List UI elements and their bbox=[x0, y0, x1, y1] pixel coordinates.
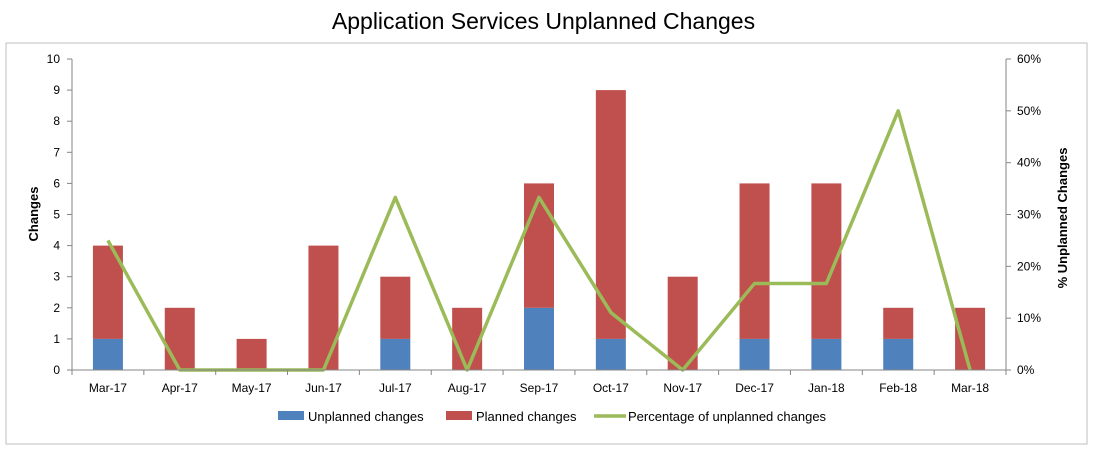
planned-bar bbox=[739, 183, 770, 339]
planned-bar bbox=[955, 307, 986, 370]
y2-tick-label: 0% bbox=[1017, 363, 1035, 377]
planned-bar bbox=[452, 307, 483, 370]
y-tick-label: 9 bbox=[53, 83, 60, 97]
x-tick-label: Feb-18 bbox=[879, 381, 917, 395]
unplanned-bar bbox=[883, 338, 914, 370]
x-tick-label: Aug-17 bbox=[448, 381, 487, 395]
y2-tick-label: 50% bbox=[1017, 104, 1041, 118]
y-tick-label: 2 bbox=[53, 301, 60, 315]
x-tick-label: Apr-17 bbox=[162, 381, 198, 395]
unplanned-bar bbox=[811, 338, 842, 370]
legend-item: Percentage of unplanned changes bbox=[594, 409, 827, 424]
x-axis-ticks: Mar-17 Apr-17 May-17 Jun-17 Jul-17 Aug-17 Sep-… bbox=[71, 370, 1007, 395]
y2-tick-label: 60% bbox=[1017, 52, 1041, 66]
y2-tick-label: 40% bbox=[1017, 156, 1041, 170]
unplanned-bar bbox=[380, 338, 411, 370]
legend-label: Unplanned changes bbox=[308, 409, 424, 424]
legend-item: Planned changes bbox=[446, 409, 577, 424]
unplanned-bar bbox=[739, 338, 770, 370]
legend: Unplanned changes Planned changes Percenta… bbox=[278, 409, 827, 424]
y-tick-label: 1 bbox=[53, 332, 60, 346]
y2-tick-label: 20% bbox=[1017, 259, 1041, 273]
unplanned-bar bbox=[92, 338, 123, 370]
x-tick-label: Jul-17 bbox=[379, 381, 412, 395]
chart-title: Application Services Unplanned Changes bbox=[331, 8, 756, 34]
y2-tick-label: 30% bbox=[1017, 208, 1041, 222]
planned-bar bbox=[380, 276, 411, 339]
y-tick-label: 8 bbox=[53, 114, 60, 128]
planned-bar bbox=[308, 245, 339, 370]
legend-label: Planned changes bbox=[476, 409, 577, 424]
y-axis-title: Changes bbox=[26, 187, 41, 242]
x-tick-label: Jan-18 bbox=[808, 381, 845, 395]
legend-swatch bbox=[278, 411, 304, 420]
planned-bar bbox=[667, 276, 698, 370]
planned-bar bbox=[883, 307, 914, 339]
planned-bar bbox=[236, 338, 267, 370]
legend-swatch bbox=[446, 411, 472, 420]
x-tick-label: Mar-18 bbox=[951, 381, 989, 395]
x-tick-label: Sep-17 bbox=[520, 381, 559, 395]
y2-axis-title: % Unplanned Changes bbox=[1055, 148, 1070, 289]
right-axis-ticks: 0% 10% 20% 30% 40% 50% 60% bbox=[1006, 52, 1041, 377]
legend-label: Percentage of unplanned changes bbox=[628, 409, 827, 424]
y-tick-label: 4 bbox=[53, 239, 60, 253]
y-tick-label: 5 bbox=[53, 208, 60, 222]
x-tick-label: Nov-17 bbox=[663, 381, 702, 395]
left-axis-ticks: 0 1 2 3 4 5 6 7 8 9 10 bbox=[47, 52, 72, 377]
x-tick-label: Oct-17 bbox=[593, 381, 629, 395]
plot-area-border bbox=[5, 42, 1088, 445]
x-tick-label: Dec-17 bbox=[735, 381, 774, 395]
y-tick-label: 3 bbox=[53, 270, 60, 284]
y-tick-label: 7 bbox=[53, 145, 60, 159]
unplanned-bar bbox=[595, 338, 626, 370]
planned-bar bbox=[595, 90, 626, 339]
x-tick-label: Mar-17 bbox=[89, 381, 127, 395]
legend-item: Unplanned changes bbox=[278, 409, 424, 424]
x-tick-label: Jun-17 bbox=[305, 381, 342, 395]
y-tick-label: 0 bbox=[53, 363, 60, 377]
y-tick-label: 10 bbox=[47, 52, 61, 66]
unplanned-bar bbox=[524, 307, 554, 370]
planned-bar bbox=[524, 183, 554, 308]
bar-marks bbox=[92, 90, 986, 370]
y-tick-label: 6 bbox=[53, 176, 60, 190]
planned-bar bbox=[164, 307, 195, 370]
y2-tick-label: 10% bbox=[1017, 311, 1041, 325]
x-tick-label: May-17 bbox=[232, 381, 272, 395]
